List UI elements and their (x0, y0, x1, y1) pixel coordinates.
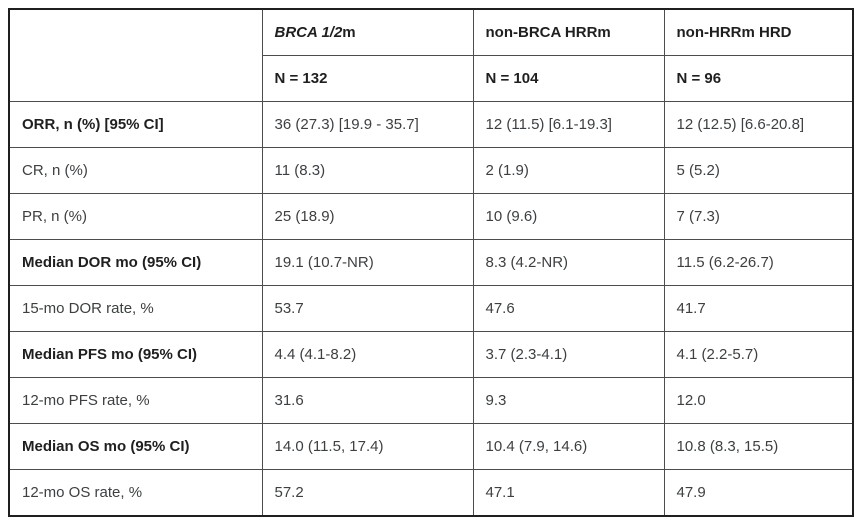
column-header-brca: BRCA 1/2m (261, 8, 474, 56)
value-cell: 47.6 (472, 285, 665, 332)
column-header-non-hrrm-hrd: non-HRRm HRD (663, 8, 854, 56)
value-cell: 5 (5.2) (663, 147, 854, 194)
n-cell-non-hrrm-hrd: N = 96 (663, 55, 854, 102)
row-label: CR, n (%) (8, 147, 263, 194)
value-cell: 25 (18.9) (261, 193, 474, 240)
value-cell: 53.7 (261, 285, 474, 332)
table-row-pr: PR, n (%) 25 (18.9) 10 (9.6) 7 (7.3) (8, 193, 854, 240)
n-cell-brca: N = 132 (261, 55, 474, 102)
table-row-cr: CR, n (%) 11 (8.3) 2 (1.9) 5 (5.2) (8, 147, 854, 194)
gene-name-italic: BRCA 1/2 (274, 23, 343, 41)
value-cell: 10.4 (7.9, 14.6) (472, 423, 665, 470)
row-label: PR, n (%) (8, 193, 263, 240)
table-row-dor-rate: 15-mo DOR rate, % 53.7 47.6 41.7 (8, 285, 854, 332)
value-cell: 12 (11.5) [6.1-19.3] (472, 101, 665, 148)
value-cell: 12.0 (663, 377, 854, 424)
value-cell: 4.4 (4.1-8.2) (261, 331, 474, 378)
efficacy-results-table: BRCA 1/2m non-BRCA HRRm non-HRRm HRD N =… (8, 8, 854, 517)
value-cell: 9.3 (472, 377, 665, 424)
value-cell: 14.0 (11.5, 17.4) (261, 423, 474, 470)
table-body: ORR, n (%) [95% CI] 36 (27.3) [19.9 - 35… (8, 101, 854, 517)
value-cell: 8.3 (4.2-NR) (472, 239, 665, 286)
row-label: Median OS mo (95% CI) (8, 423, 263, 470)
value-cell: 3.7 (2.3-4.1) (472, 331, 665, 378)
row-label: 15-mo DOR rate, % (8, 285, 263, 332)
table-row-median-os: Median OS mo (95% CI) 14.0 (11.5, 17.4) … (8, 423, 854, 470)
table-row-median-pfs: Median PFS mo (95% CI) 4.4 (4.1-8.2) 3.7… (8, 331, 854, 378)
row-label: Median PFS mo (95% CI) (8, 331, 263, 378)
header-n-row: N = 132 N = 104 N = 96 (9, 55, 854, 102)
value-cell: 36 (27.3) [19.9 - 35.7] (261, 101, 474, 148)
table-row-median-dor: Median DOR mo (95% CI) 19.1 (10.7-NR) 8.… (8, 239, 854, 286)
row-label: 12-mo PFS rate, % (8, 377, 263, 424)
value-cell: 12 (12.5) [6.6-20.8] (663, 101, 854, 148)
value-cell: 7 (7.3) (663, 193, 854, 240)
table-row-orr: ORR, n (%) [95% CI] 36 (27.3) [19.9 - 35… (8, 101, 854, 148)
value-cell: 41.7 (663, 285, 854, 332)
corner-cell (8, 8, 263, 102)
row-label: 12-mo OS rate, % (8, 469, 263, 517)
row-label: ORR, n (%) [95% CI] (8, 101, 263, 148)
row-label: Median DOR mo (95% CI) (8, 239, 263, 286)
value-cell: 47.1 (472, 469, 665, 517)
column-header-non-brca-hrrm: non-BRCA HRRm (472, 8, 665, 56)
value-cell: 11.5 (6.2-26.7) (663, 239, 854, 286)
value-cell: 19.1 (10.7-NR) (261, 239, 474, 286)
n-cell-non-brca-hrrm: N = 104 (472, 55, 665, 102)
value-cell: 11 (8.3) (261, 147, 474, 194)
value-cell: 47.9 (663, 469, 854, 517)
table-header: BRCA 1/2m non-BRCA HRRm non-HRRm HRD N =… (8, 8, 854, 102)
table-row-pfs-rate: 12-mo PFS rate, % 31.6 9.3 12.0 (8, 377, 854, 424)
value-cell: 10.8 (8.3, 15.5) (663, 423, 854, 470)
header-group-row: BRCA 1/2m non-BRCA HRRm non-HRRm HRD (8, 8, 854, 102)
value-cell: 2 (1.9) (472, 147, 665, 194)
value-cell: 57.2 (261, 469, 474, 517)
value-cell: 10 (9.6) (472, 193, 665, 240)
value-cell: 31.6 (261, 377, 474, 424)
table-row-os-rate: 12-mo OS rate, % 57.2 47.1 47.9 (8, 469, 854, 517)
gene-name-suffix: m (342, 23, 356, 41)
value-cell: 4.1 (2.2-5.7) (663, 331, 854, 378)
